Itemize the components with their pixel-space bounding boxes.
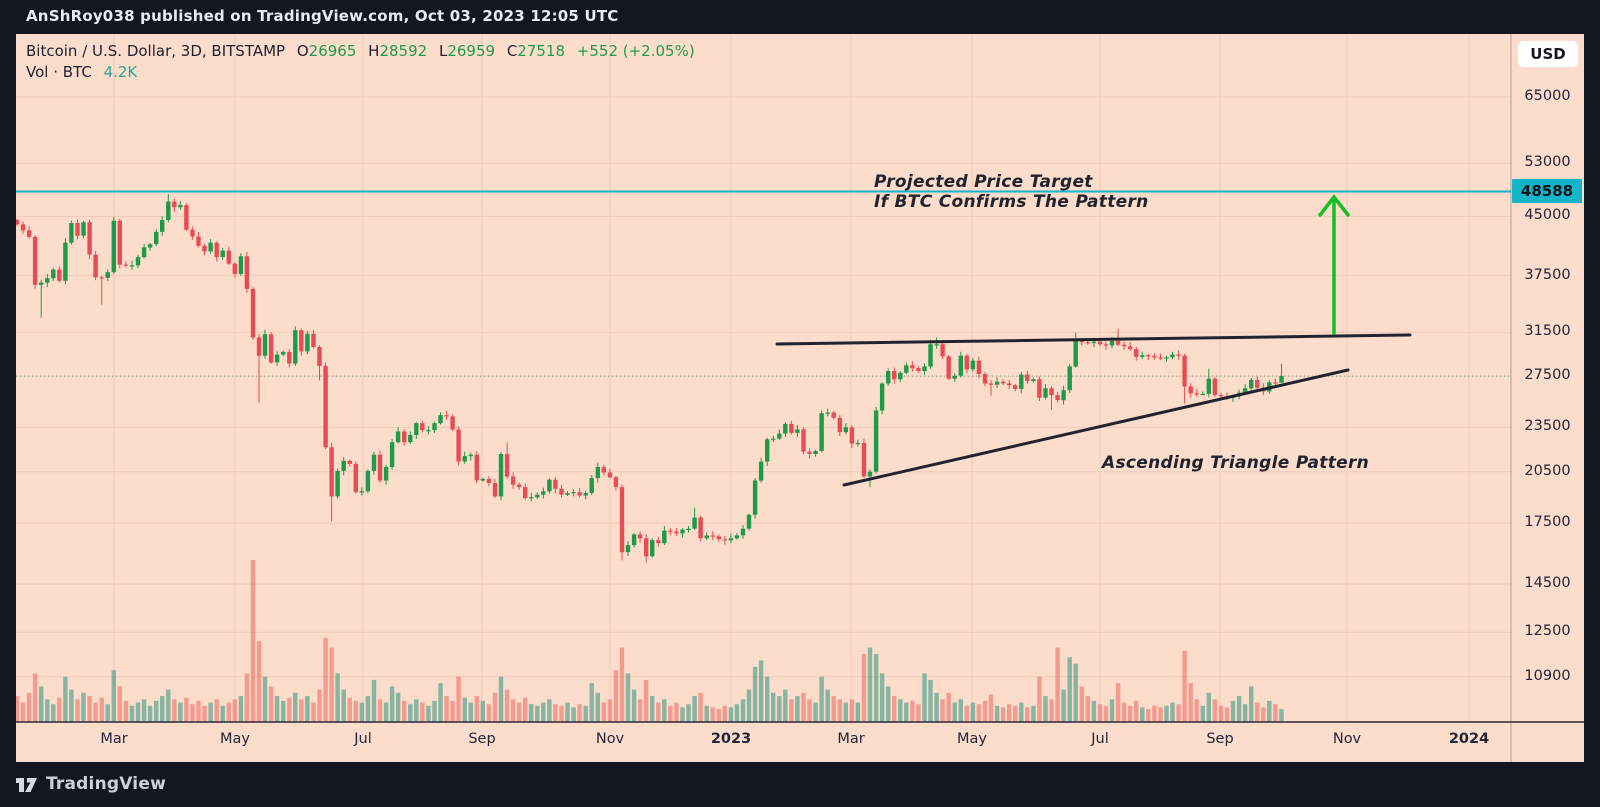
price-tick-label: 31500 — [1524, 323, 1571, 339]
triangle-annotation[interactable]: Ascending Triangle Pattern — [1102, 453, 1370, 473]
ohlc-low-label: L — [438, 42, 448, 60]
time-tick-label: Sep — [468, 731, 496, 747]
tradingview-brand-text[interactable]: TradingView — [46, 774, 166, 794]
price-tick-label: 20500 — [1524, 463, 1571, 479]
tradingview-logo-icon[interactable] — [14, 775, 48, 795]
triangle-top-trendline[interactable] — [775, 333, 1412, 346]
change-value: +552 (+2.05%) — [576, 42, 695, 60]
price-tick-label: 27500 — [1524, 367, 1571, 383]
price-tick-label: 10900 — [1524, 668, 1571, 684]
footer-bar: TradingView — [0, 762, 1600, 807]
publish-bar: AnShRoy038 published on TradingView.com,… — [0, 0, 1600, 33]
time-tick-label: May — [220, 731, 250, 747]
time-tick-label: Nov — [595, 731, 625, 747]
ohlc-high-label: H — [368, 42, 380, 60]
time-tick-label: Mar — [837, 731, 865, 747]
symbol-title: Bitcoin / U.S. Dollar, 3D, BITSTAMP — [26, 42, 286, 60]
target-annotation[interactable]: Projected Price Target If BTC Confirms T… — [874, 172, 1149, 212]
ohlc-open-value: 26965 — [308, 42, 357, 60]
volume-value: 4.2K — [103, 63, 138, 81]
target-annotation-line2: If BTC Confirms The Pattern — [874, 192, 1149, 212]
price-chart[interactable] — [16, 34, 1584, 762]
price-tick-label: 53000 — [1524, 154, 1571, 170]
price-tick-label: 45000 — [1524, 207, 1571, 223]
price-tick-label: 23500 — [1524, 418, 1571, 434]
price-axis[interactable]: 65000 53000 45000 37500 31500 27500 23500 20500… — [1511, 34, 1584, 722]
price-tick-label: 65000 — [1524, 88, 1571, 104]
time-tick-label: Nov — [1332, 731, 1362, 747]
volume-label: Vol · BTC — [26, 63, 92, 81]
price-tick-label: 37500 — [1524, 267, 1571, 283]
time-tick-label: Mar — [100, 731, 128, 747]
ohlc-high-value: 28592 — [379, 42, 428, 60]
chart-panel: Bitcoin / U.S. Dollar, 3D, BITSTAMP O269… — [16, 34, 1584, 762]
symbol-legend-line1: Bitcoin / U.S. Dollar, 3D, BITSTAMP O269… — [26, 41, 695, 62]
symbol-legend-line2: Vol · BTC 4.2K — [26, 62, 695, 83]
volume-bars — [16, 560, 1284, 722]
time-tick-label: 2024 — [1448, 731, 1490, 747]
price-tick-label: 14500 — [1524, 575, 1571, 591]
time-tick-label: Jul — [1091, 731, 1109, 747]
ohlc-close-value: 27518 — [517, 42, 566, 60]
ohlc-close-label: C — [506, 42, 518, 60]
time-tick-label: Jul — [354, 731, 372, 747]
target-annotation-line1: Projected Price Target — [874, 172, 1093, 192]
gridlines — [16, 34, 1511, 722]
symbol-legend[interactable]: Bitcoin / U.S. Dollar, 3D, BITSTAMP O269… — [26, 41, 695, 83]
candles — [16, 194, 1284, 563]
time-axis[interactable]: Mar May Jul Sep Nov 2023 Mar May Jul Sep Nov 2024 — [16, 722, 1584, 762]
price-tick-label: 17500 — [1524, 514, 1571, 530]
price-tick-label: 12500 — [1524, 623, 1571, 639]
publish-bar-text: AnShRoy038 published on TradingView.com,… — [26, 7, 619, 25]
projection-arrow[interactable] — [1318, 194, 1350, 335]
currency-toggle-button[interactable]: USD — [1517, 40, 1579, 68]
time-tick-label: May — [957, 731, 987, 747]
ohlc-low-value: 26959 — [447, 42, 496, 60]
time-tick-label: 2023 — [710, 731, 752, 747]
triangle-ascending-trendline[interactable] — [842, 368, 1350, 487]
target-price-tag[interactable]: 48588 — [1512, 179, 1582, 203]
ohlc-open-label: O — [296, 42, 309, 60]
time-tick-label: Sep — [1206, 731, 1234, 747]
